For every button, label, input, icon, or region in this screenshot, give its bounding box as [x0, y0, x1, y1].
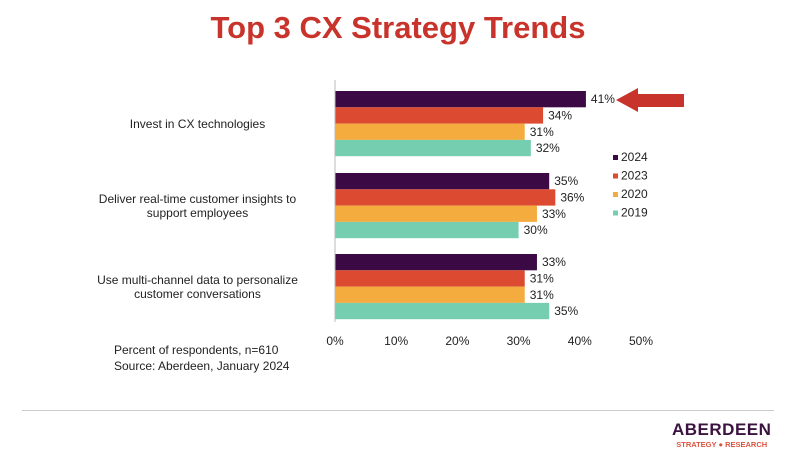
chart-title: Top 3 CX Strategy Trends: [210, 10, 586, 45]
bar-2023: [335, 189, 556, 206]
logo-main-text: ABERDEEN: [672, 420, 772, 439]
legend-swatch-2019: [613, 210, 618, 216]
bar-2020: [335, 123, 525, 140]
legend-label: 2024: [621, 150, 648, 164]
bar-2023: [335, 270, 525, 287]
logo-sub-text: STRATEGY ● RESEARCH: [676, 440, 768, 449]
x-tick-label: 50%: [629, 334, 653, 348]
data-label: 31%: [530, 125, 554, 139]
bar-2019: [335, 221, 519, 239]
bar-2024: [335, 91, 586, 108]
bar-2023: [335, 107, 544, 124]
bar-2024: [335, 254, 537, 271]
source-note: Source: Aberdeen, January 2024: [114, 359, 290, 373]
bar-2024: [335, 173, 550, 190]
data-label: 31%: [530, 288, 554, 302]
x-tick-label: 20%: [445, 334, 469, 348]
x-tick-label: 40%: [568, 334, 592, 348]
respondents-note: Percent of respondents, n=610: [114, 343, 279, 357]
category-label: Use multi-channel data to personalize cu…: [97, 273, 298, 301]
legend-swatch-2023: [613, 173, 618, 179]
bar-2019: [335, 302, 550, 320]
data-label: 33%: [542, 207, 566, 221]
bar-chart: Invest in CX technologies 41% 34% 31% 32% Del…: [97, 80, 684, 348]
arrow-icon: [616, 88, 684, 112]
x-tick-label: 0%: [326, 334, 344, 348]
legend-label: 2023: [621, 169, 648, 183]
data-label: 35%: [554, 174, 578, 188]
data-label: 33%: [542, 255, 566, 269]
x-tick-label: 10%: [384, 334, 408, 348]
x-tick-label: 30%: [507, 334, 531, 348]
legend-label: 2020: [621, 187, 648, 201]
data-label: 30%: [524, 223, 548, 237]
legend-swatch-2020: [613, 192, 618, 197]
divider: [22, 410, 774, 411]
data-label: 31%: [530, 271, 554, 285]
data-label: 34%: [548, 108, 572, 122]
category-label: Deliver real-time customer insights to s…: [99, 192, 296, 220]
bar-2019: [335, 139, 531, 157]
legend-swatch-2024: [613, 155, 618, 160]
category-label: Invest in CX technologies: [130, 117, 265, 131]
aberdeen-logo: ABERDEEN STRATEGY ● RESEARCH: [672, 420, 771, 449]
data-label: 41%: [591, 92, 615, 106]
bar-2020: [335, 286, 525, 303]
data-label: 36%: [560, 190, 584, 204]
data-label: 32%: [536, 141, 560, 155]
data-label: 35%: [554, 304, 578, 318]
legend-label: 2019: [621, 206, 648, 220]
bar-2020: [335, 205, 537, 222]
